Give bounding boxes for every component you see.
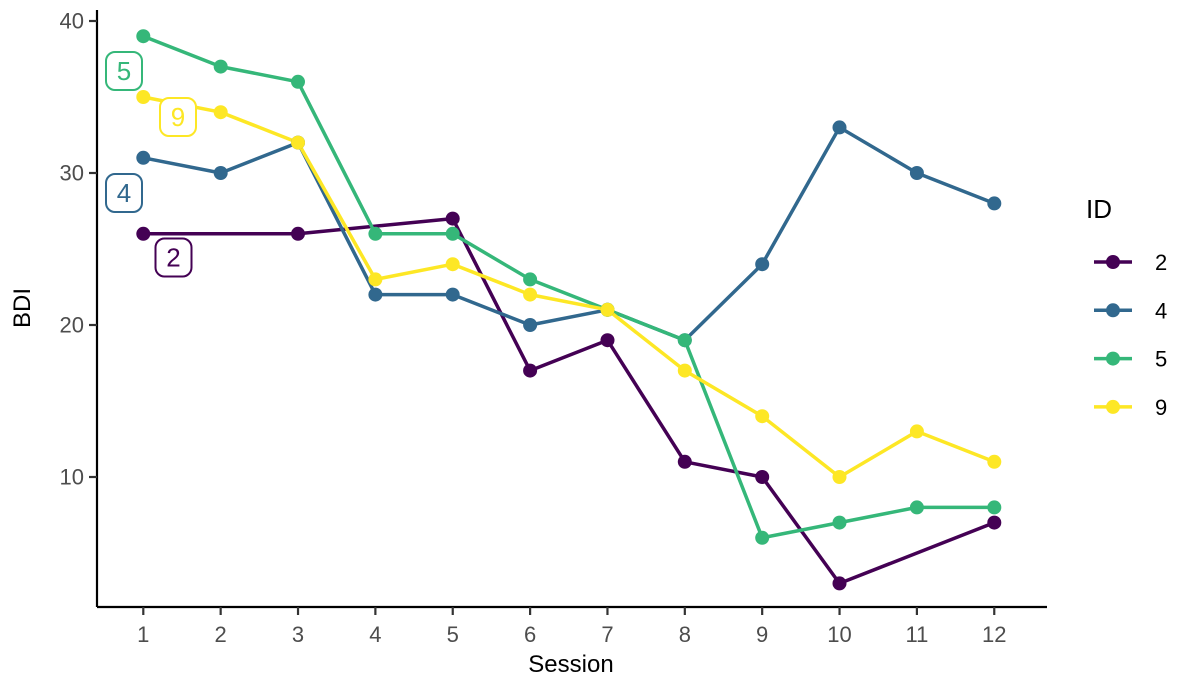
data-point-id5-session3 [291,74,305,89]
legend-key-dot-2 [1106,255,1120,269]
data-point-id9-session7 [600,302,615,317]
data-point-id9-session9 [755,409,770,424]
data-point-id5-session1 [136,29,151,44]
x-tick-label-6: 6 [524,622,536,647]
data-point-id2-session1 [136,226,151,241]
data-point-id4-session5 [445,287,460,302]
y-tick-label-40: 40 [60,9,84,34]
data-point-id5-session9 [755,530,770,545]
direct-label-2: 2 [154,237,193,278]
data-point-id4-session12 [987,196,1002,211]
data-point-id4-session1 [136,150,151,165]
data-point-id5-session12 [987,500,1002,515]
legend-item-4: 4 [1094,298,1167,323]
legend-label-4: 4 [1155,298,1167,323]
x-tick-label-12: 12 [982,622,1006,647]
y-tick-label-10: 10 [60,465,84,490]
data-point-id2-session3 [291,226,305,241]
data-point-id4-session6 [523,318,538,332]
direct-label-text-4: 4 [117,178,131,208]
data-point-id5-session8 [677,333,692,348]
series-lines [142,34,995,586]
direct-label-text-2: 2 [166,243,180,273]
data-point-id9-session5 [445,257,460,272]
legend: ID 2 4 5 9 [1086,194,1167,420]
legend-item-2: 2 [1094,250,1167,275]
data-point-id9-session3 [291,135,305,150]
direct-label-text-5: 5 [117,56,131,86]
data-point-id5-session10 [832,515,847,530]
legend-key-dot-4 [1106,303,1120,318]
data-point-id4-session4 [368,287,383,302]
direct-label-box-2 [154,237,193,278]
data-point-id5-session6 [523,272,538,287]
data-point-id2-session6 [523,363,538,378]
legend-label-2: 2 [1155,250,1167,275]
series-line-4 [142,125,995,342]
y-tick-label-30: 30 [60,161,84,186]
direct-label-4: 4 [105,173,143,213]
series-line-9 [142,95,995,479]
x-tick-label-8: 8 [679,622,691,647]
data-point-id5-session2 [213,59,228,74]
x-tick-label-2: 2 [215,622,227,647]
data-point-id2-session7 [600,333,615,348]
series-points [136,29,1002,591]
data-point-id2-session5 [445,211,460,226]
direct-label-text-9: 9 [171,102,185,132]
x-axis-title: Session [528,651,613,678]
legend-label-5: 5 [1155,347,1167,372]
x-tick-label-11: 11 [905,622,928,647]
direct-labels: 5 9 4 2 [105,51,197,278]
direct-label-9: 9 [159,97,197,137]
x-tick-label-4: 4 [369,622,381,647]
data-point-id4-session2 [213,166,228,180]
data-point-id9-session2 [213,105,228,120]
legend-item-9: 9 [1094,395,1167,420]
x-tick-label-1: 1 [137,622,149,647]
data-point-id9-session6 [523,287,538,302]
x-tick-label-3: 3 [292,622,304,647]
legend-key-dot-5 [1106,351,1120,366]
data-point-id2-session8 [677,454,692,469]
data-point-id9-session12 [987,454,1002,469]
data-point-id9-session11 [909,424,924,439]
series-line-2 [143,216,995,586]
direct-label-5: 5 [105,51,143,91]
series-line-5 [142,34,995,540]
direct-label-box-4 [105,173,143,213]
legend-key-dot-9 [1106,399,1120,414]
y-tick-label-20: 20 [60,313,84,338]
data-point-id4-session9 [755,257,770,272]
data-point-id2-session12 [987,515,1002,530]
legend-title: ID [1086,194,1112,224]
data-point-id2-session9 [755,470,770,484]
data-point-id9-session10 [832,470,847,484]
x-tick-label-9: 9 [756,622,768,647]
data-point-id5-session11 [909,500,924,515]
y-axis-title: BDI [9,288,36,328]
data-point-id9-session4 [368,272,383,287]
x-tick-label-10: 10 [827,622,851,647]
data-point-id9-session1 [136,90,151,104]
legend-item-5: 5 [1094,347,1167,372]
data-point-id5-session4 [368,226,383,241]
x-tick-label-5: 5 [447,622,459,647]
legend-label-9: 9 [1155,395,1167,420]
x-tick-label-7: 7 [601,622,613,647]
direct-label-box-9 [159,97,197,137]
data-point-id9-session8 [677,363,692,378]
data-point-id4-session11 [909,166,924,180]
data-point-id5-session5 [445,226,460,241]
data-point-id4-session10 [832,120,847,135]
direct-label-box-5 [105,51,143,91]
data-point-id2-session10 [832,576,847,591]
